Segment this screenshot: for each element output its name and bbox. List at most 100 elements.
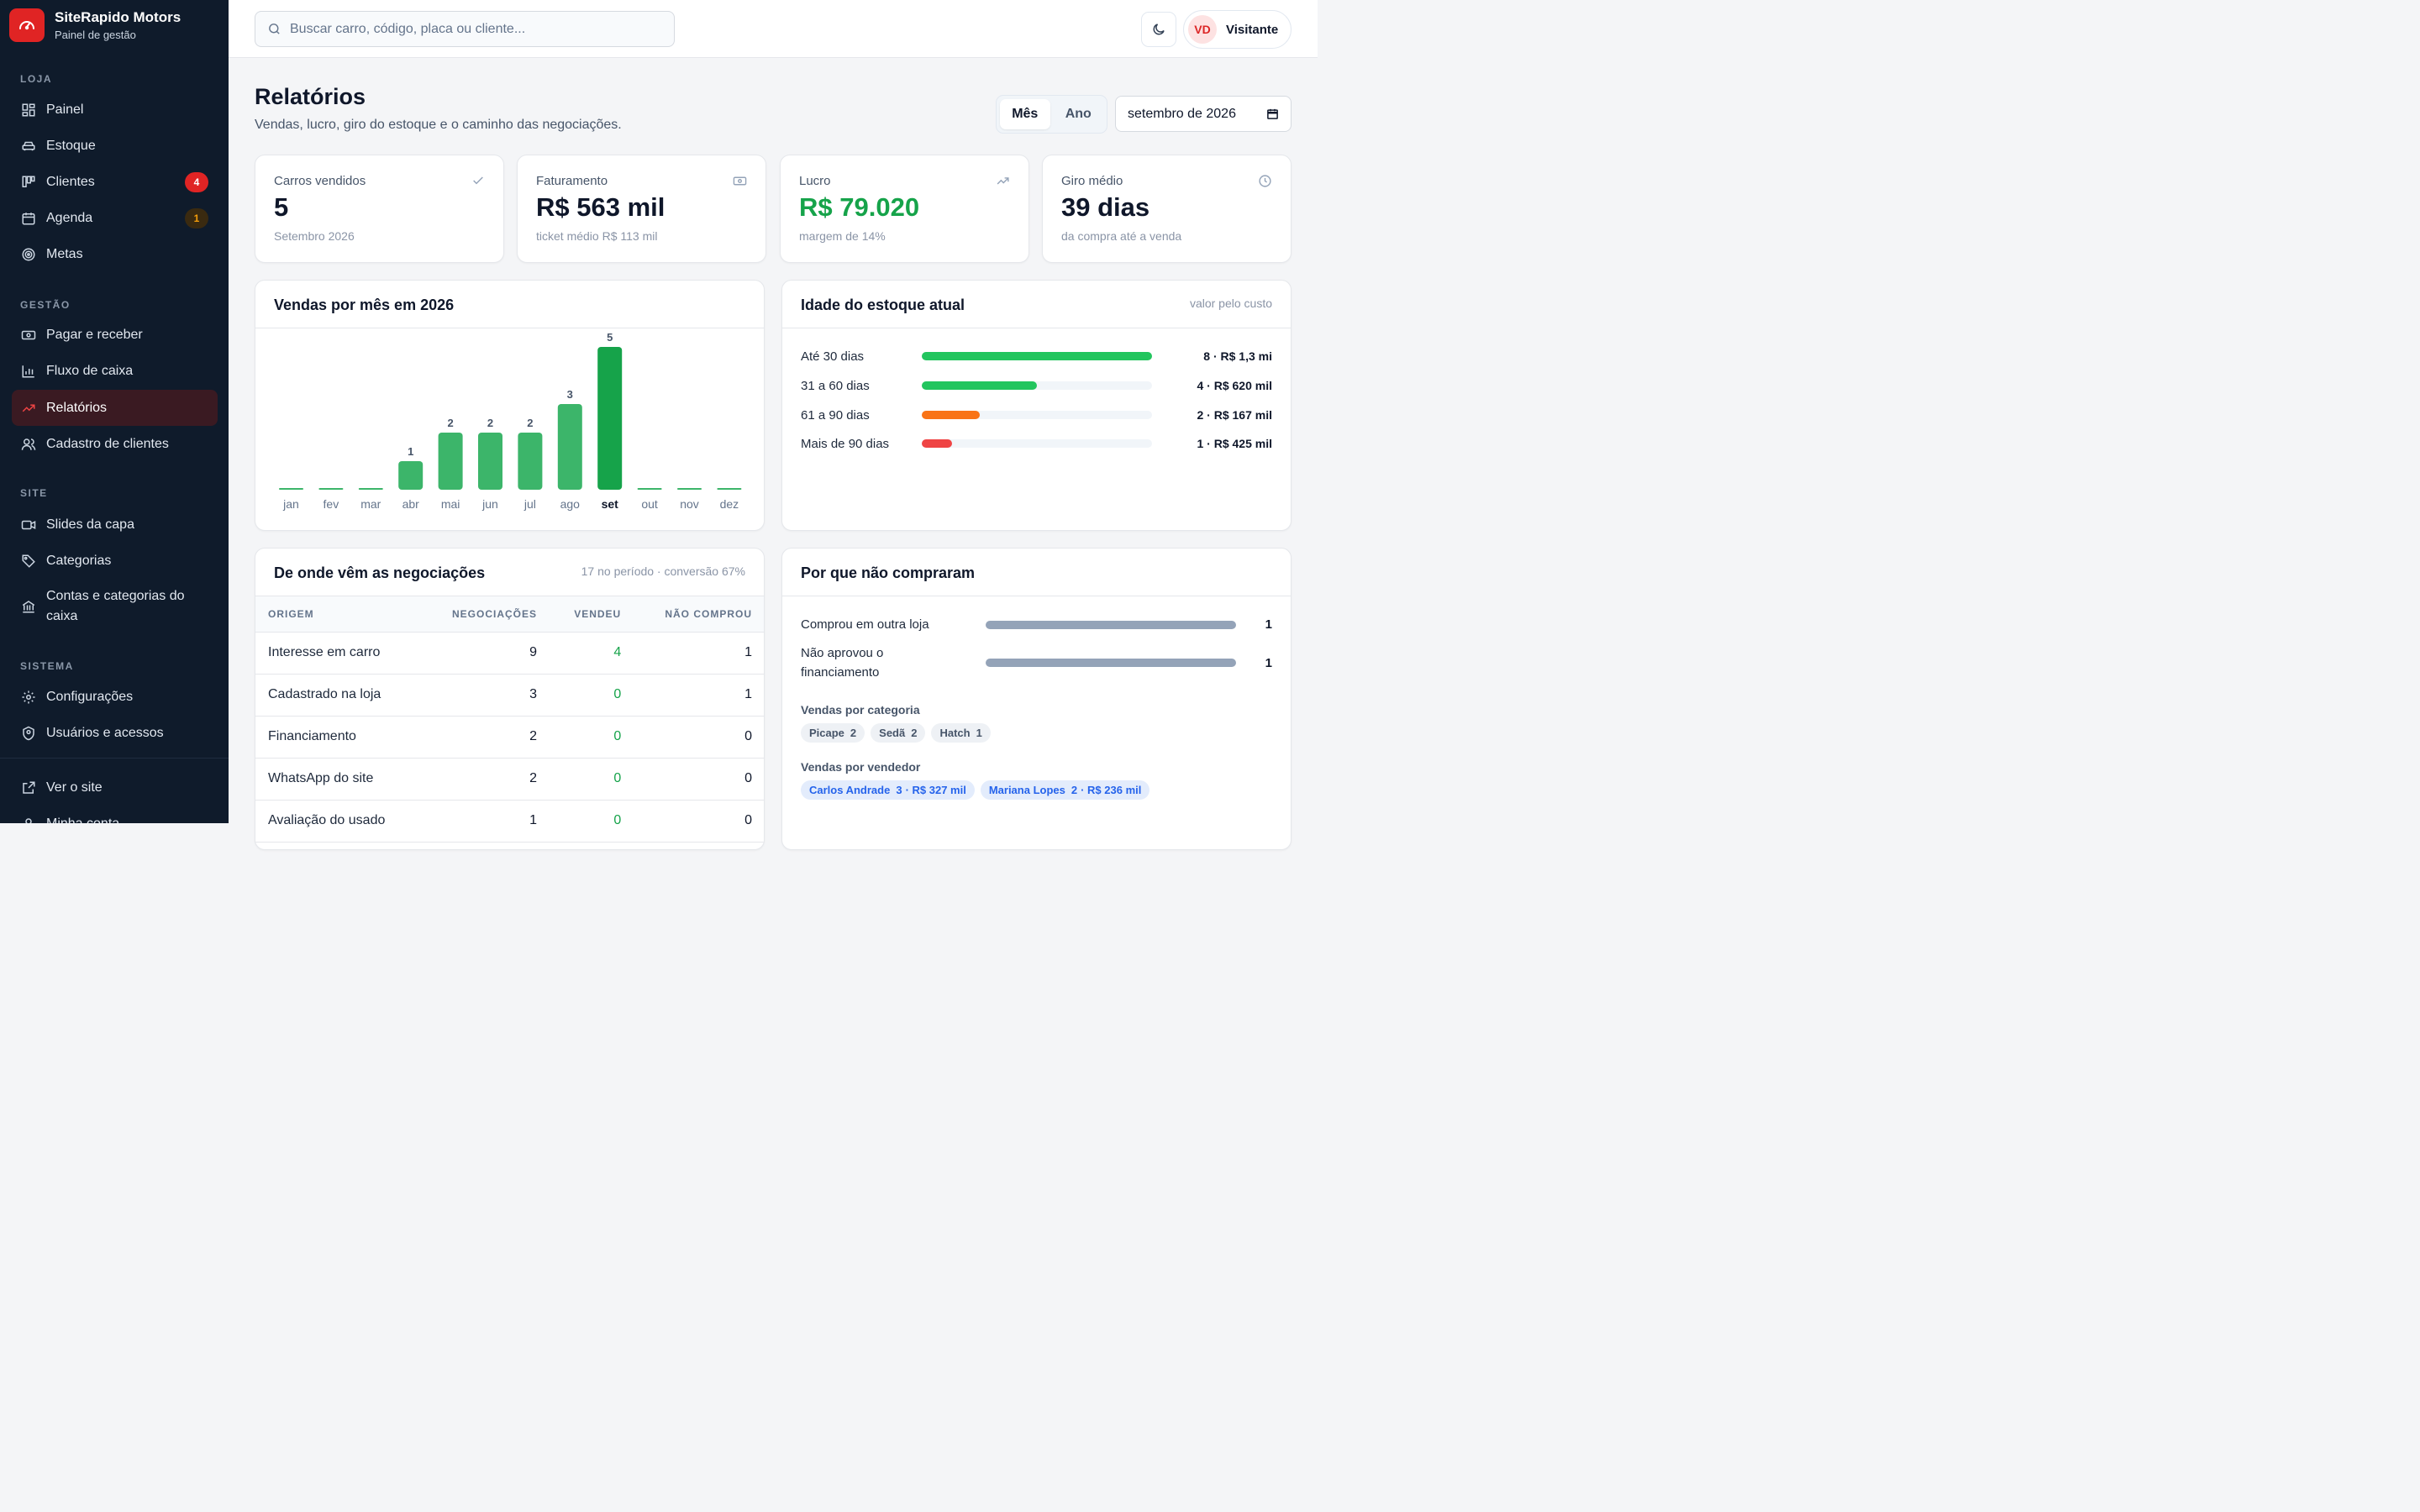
why-not-row: Comprou em outra loja 1 [801,615,1272,634]
users-icon [21,438,36,450]
money-icon [21,330,36,339]
brand[interactable]: SiteRapido Motors Painel de gestão [0,0,229,50]
stock-age-bar [922,439,952,448]
sidebar-item-label: Cadastro de clientes [46,436,169,451]
trending-up-icon [22,404,35,412]
seller-chip[interactable]: Carlos Andrade 3 · R$ 327 mil [801,780,975,800]
bar-ago[interactable] [557,404,582,490]
section-gestao: GESTÃO [20,299,71,311]
chip-amount: · R$ 236 mil [1081,784,1142,796]
kpi-value: R$ 563 mil [536,192,666,222]
table-header-row: ORIGEM NEGOCIAÇÕES VENDEU NÃO COMPROU [255,596,764,633]
bar-value-label: 2 [447,417,453,429]
moon-icon [1153,24,1165,35]
col-nao-comprou[interactable]: NÃO COMPROU [634,596,764,633]
col-vendeu[interactable]: VENDEU [550,596,634,633]
category-chip[interactable]: Picape 2 [801,723,865,743]
bar-value-label: 5 [607,331,613,344]
sidebar-item-slides[interactable]: Slides da capa [12,507,218,543]
sidebar-item-label: Contas e categorias do caixa [46,589,185,623]
sidebar: SiteRapido Motors Painel de gestão LOJA … [0,0,229,823]
bar-mar[interactable] [358,488,383,490]
sidebar-item-metas[interactable]: Metas [12,236,218,272]
kpi-label: Giro médio [1061,174,1123,188]
stock-age-label: 61 a 90 dias [801,407,870,423]
why-not-value: 1 [1265,655,1272,670]
cell-origem: Interesse em carro [255,632,422,675]
origins-note: 17 no período · conversão 67% [581,564,745,578]
user-menu[interactable]: VD Visitante [1183,10,1292,49]
table-row[interactable]: Interesse em carro 9 4 1 [255,632,764,675]
chip-name: Hatch [939,727,971,739]
sidebar-item-relatorios[interactable]: Relatórios [12,390,218,426]
bar-out[interactable] [637,488,662,490]
stock-age-title: Idade do estoque atual [801,297,965,313]
period-year-button[interactable]: Ano [1065,107,1092,121]
sidebar-item-configuracoes[interactable]: Configurações [12,679,218,715]
why-not-label: Comprou em outra loja [801,617,929,632]
table-row[interactable]: Financiamento 2 0 0 [255,716,764,759]
stock-age-bar [922,352,1152,360]
seller-chip[interactable]: Mariana Lopes 2 · R$ 236 mil [980,780,1150,800]
sidebar-item-pagar-receber[interactable]: Pagar e receber [12,317,218,353]
cell-vendeu: 0 [550,674,634,717]
sidebar-item-minha-conta[interactable]: Minha conta [12,806,218,823]
sidebar-item-clientes[interactable]: Clientes 4 [12,164,218,200]
sidebar-item-ver-site[interactable]: Ver o site [12,769,218,806]
bar-set[interactable] [597,347,623,490]
kpi-sub: Setembro 2026 [274,229,355,243]
seller-chips: Carlos Andrade 3 · R$ 327 mil Mariana Lope… [801,780,1150,800]
sidebar-item-categorias[interactable]: Categorias [12,543,218,579]
table-row[interactable]: Cadastrado na loja 3 0 1 [255,674,764,717]
cell-negociacoes: 1 [421,800,550,843]
bar-value-label: 1 [408,445,413,458]
sidebar-item-painel[interactable]: Painel [12,92,218,128]
chip-name: Sedã [879,727,906,739]
stock-age-track [922,439,1152,448]
kpi-card-carros-vendidos: Carros vendidos 5 Setembro 2026 [255,155,504,263]
sidebar-item-label: Relatórios [46,400,108,415]
cell-origem: Financiamento [255,716,422,759]
sidebar-item-fluxo-caixa[interactable]: Fluxo de caixa [12,353,218,389]
category-chips: Picape 2 Sedã 2 Hatch 1 [801,723,991,743]
bar-fev[interactable] [318,488,344,490]
stock-age-label: Mais de 90 dias [801,436,890,451]
bar-jan[interactable] [279,488,303,490]
table-row[interactable]: WhatsApp do site 2 0 0 [255,758,764,801]
bar-mai[interactable] [438,433,463,490]
sidebar-item-contas-categorias[interactable]: Contas e categorias do caixa [12,581,218,632]
table-row[interactable]: Avaliação do usado 1 0 0 [255,800,764,843]
bar-jul[interactable] [518,433,543,490]
month-picker[interactable]: setembro de 2026 [1115,96,1292,132]
category-chip[interactable]: Hatch 1 [931,723,991,743]
external-link-icon [23,781,35,794]
clock-icon [1259,175,1271,187]
by-category-title: Vendas por categoria [801,703,920,717]
bar-dez[interactable] [717,488,742,490]
category-chip[interactable]: Sedã 2 [871,723,926,743]
calendar-icon [22,212,35,224]
car-icon [22,141,35,150]
search-input[interactable]: Buscar carro, código, placa ou cliente..… [255,11,675,47]
col-origem[interactable]: ORIGEM [255,596,422,633]
topbar: Buscar carro, código, placa ou cliente..… [229,0,1318,58]
kpi-card-giro-medio: Giro médio 39 dias da compra até a venda [1042,155,1292,263]
cell-negociacoes: 2 [421,716,550,759]
sidebar-item-agenda[interactable]: Agenda 1 [12,200,218,236]
sidebar-item-usuarios[interactable]: Usuários e acessos [12,715,218,751]
speedometer-icon [9,8,45,42]
col-negociacoes[interactable]: NEGOCIAÇÕES [421,596,550,633]
x-tick-label: mai [441,497,460,511]
avatar: VD [1188,15,1217,44]
bar-abr[interactable] [398,461,424,490]
bar-nov[interactable] [677,488,702,490]
period-month-button[interactable]: Mês [1000,99,1050,129]
bar-jun[interactable] [478,433,502,490]
section-sistema: SISTEMA [20,660,74,672]
stock-age-bar [922,411,980,419]
theme-toggle-button[interactable] [1141,12,1176,47]
x-tick-label: nov [680,497,699,511]
sidebar-item-estoque[interactable]: Estoque [12,128,218,164]
tag-icon [22,554,35,568]
sidebar-item-cadastro-clientes[interactable]: Cadastro de clientes [12,426,218,462]
